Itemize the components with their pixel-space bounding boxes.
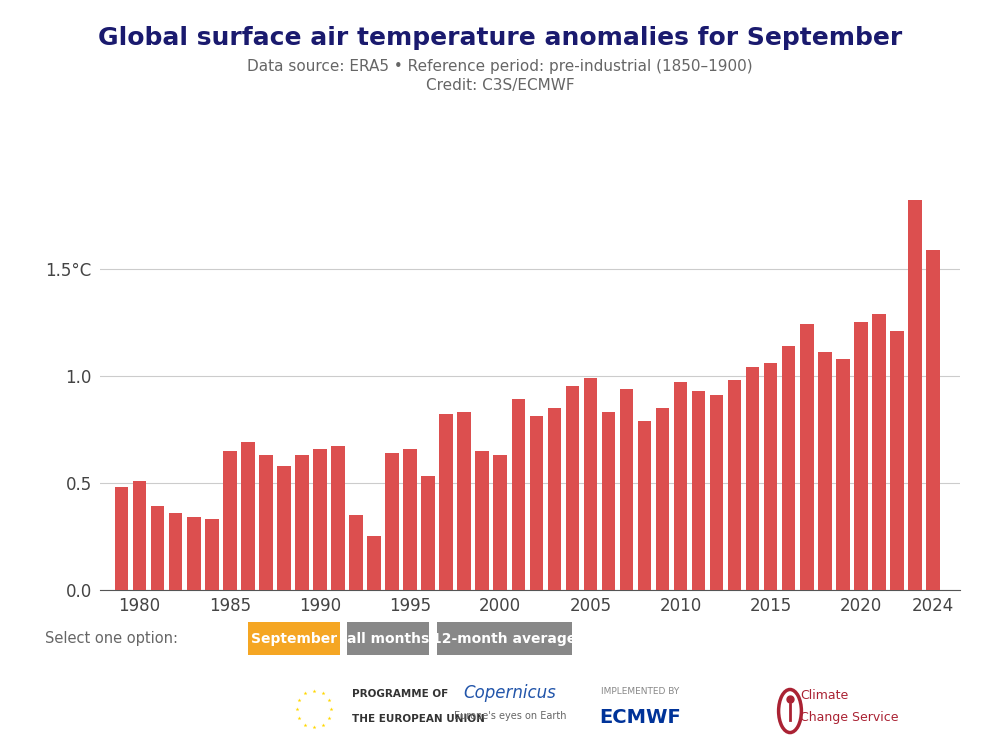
Text: Change Service: Change Service — [800, 711, 898, 724]
Bar — [818, 352, 832, 590]
Text: Climate: Climate — [800, 689, 848, 702]
FancyBboxPatch shape — [234, 617, 354, 661]
Bar — [277, 466, 291, 590]
Bar — [926, 249, 940, 590]
Bar — [620, 389, 633, 590]
Bar — [493, 455, 507, 590]
Bar — [584, 378, 597, 590]
Bar — [836, 358, 850, 590]
Bar — [710, 395, 723, 590]
Bar — [403, 448, 417, 590]
Bar — [728, 380, 741, 590]
Bar — [457, 412, 471, 590]
Bar — [151, 507, 164, 590]
Bar — [421, 476, 435, 590]
Bar — [692, 391, 705, 590]
Text: THE EUROPEAN UNION: THE EUROPEAN UNION — [352, 714, 485, 724]
FancyBboxPatch shape — [335, 617, 441, 661]
Text: Data source: ERA5 • Reference period: pre-industrial (1850–1900): Data source: ERA5 • Reference period: pr… — [247, 59, 753, 74]
Bar — [908, 200, 922, 590]
Bar — [638, 420, 651, 590]
Text: 12-month average: 12-month average — [432, 632, 577, 646]
Bar — [385, 453, 399, 590]
Bar — [475, 451, 489, 590]
Bar — [313, 448, 327, 590]
Text: PROGRAMME OF: PROGRAMME OF — [352, 689, 448, 699]
Bar — [295, 455, 309, 590]
Bar — [782, 345, 795, 590]
FancyBboxPatch shape — [417, 617, 592, 661]
Bar — [115, 487, 128, 590]
Bar — [764, 363, 777, 590]
Bar — [512, 399, 525, 590]
Text: Europe's eyes on Earth: Europe's eyes on Earth — [454, 711, 566, 721]
Bar — [674, 383, 687, 590]
Bar — [241, 442, 255, 590]
Bar — [205, 519, 219, 590]
Bar — [223, 451, 237, 590]
Bar — [800, 324, 814, 590]
Text: Copernicus: Copernicus — [464, 684, 556, 702]
Bar — [530, 417, 543, 590]
Bar — [331, 446, 345, 590]
Bar — [187, 517, 201, 590]
Text: ECMWF: ECMWF — [599, 708, 681, 727]
Bar — [566, 386, 579, 590]
Text: September: September — [251, 632, 337, 646]
Bar — [548, 408, 561, 590]
Bar — [439, 414, 453, 590]
Bar — [367, 536, 381, 590]
Bar — [349, 515, 363, 590]
Text: Global surface air temperature anomalies for September: Global surface air temperature anomalies… — [98, 26, 902, 51]
Bar — [746, 367, 759, 590]
Bar — [656, 408, 669, 590]
Bar — [133, 481, 146, 590]
Bar — [890, 331, 904, 590]
Bar — [169, 513, 182, 590]
Bar — [872, 314, 886, 590]
Text: all months: all months — [347, 632, 429, 646]
Text: Select one option:: Select one option: — [45, 631, 178, 646]
Text: Credit: C3S/ECMWF: Credit: C3S/ECMWF — [426, 78, 574, 93]
Bar — [854, 322, 868, 590]
Bar — [259, 455, 273, 590]
Bar — [602, 412, 615, 590]
Text: IMPLEMENTED BY: IMPLEMENTED BY — [601, 687, 679, 696]
